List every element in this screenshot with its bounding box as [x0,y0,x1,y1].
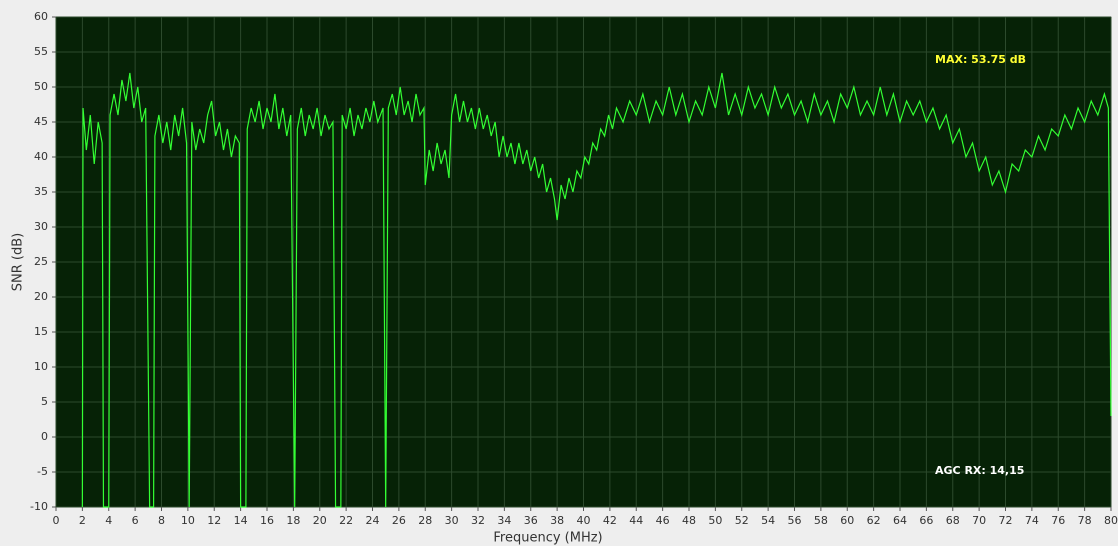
x-tick-label: 50 [708,514,722,527]
x-tick-label: 2 [79,514,86,527]
x-tick-label: 44 [629,514,643,527]
x-tick-label: 66 [919,514,933,527]
x-tick-label: 62 [867,514,881,527]
x-tick-label: 4 [105,514,112,527]
x-tick-label: 18 [286,514,300,527]
x-tick-label: 54 [761,514,775,527]
y-tick-label: 60 [34,10,48,23]
y-tick-label: 45 [34,115,48,128]
x-tick-label: 20 [313,514,327,527]
x-tick-label: 80 [1104,514,1118,527]
x-tick-label: 56 [788,514,802,527]
x-tick-label: 14 [234,514,248,527]
y-tick-label: 20 [34,290,48,303]
x-tick-label: 60 [840,514,854,527]
x-tick-label: 8 [158,514,165,527]
x-tick-label: 64 [893,514,907,527]
y-axis-label: SNR (dB) [11,233,26,291]
x-tick-label: 40 [577,514,591,527]
y-tick-label: -5 [37,465,48,478]
x-tick-label: 34 [497,514,511,527]
y-tick-label: 40 [34,150,48,163]
x-tick-label: 38 [550,514,564,527]
x-tick-label: 46 [656,514,670,527]
x-tick-label: 12 [207,514,221,527]
y-tick-label: 10 [34,360,48,373]
y-tick-label: 50 [34,80,48,93]
x-tick-label: 28 [418,514,432,527]
x-tick-label: 74 [1025,514,1039,527]
x-tick-label: 26 [392,514,406,527]
x-tick-label: 30 [445,514,459,527]
x-tick-label: 16 [260,514,274,527]
y-tick-label: 35 [34,185,48,198]
snr-line [81,72,1112,508]
x-tick-label: 42 [603,514,617,527]
y-tick-label: 25 [34,255,48,268]
x-tick-label: 68 [946,514,960,527]
y-tick-label: 0 [41,430,48,443]
x-tick-label: 78 [1078,514,1092,527]
x-axis-label: Frequency (MHz) [493,531,602,546]
x-tick-label: 24 [366,514,380,527]
x-tick-label: 32 [471,514,485,527]
x-tick-label: 52 [735,514,749,527]
x-tick-label: 72 [999,514,1013,527]
x-tick-label: 36 [524,514,538,527]
y-tick-label: 30 [34,220,48,233]
x-tick-label: 10 [181,514,195,527]
x-tick-label: 48 [682,514,696,527]
y-tick-label: 55 [34,45,48,58]
y-tick-label: 5 [41,395,48,408]
y-tick-label: 15 [34,325,48,338]
x-tick-label: 22 [339,514,353,527]
x-tick-label: 6 [132,514,139,527]
annotation: MAX: 53.75 dB [935,53,1026,66]
y-tick-label: -10 [30,500,48,513]
x-tick-label: 58 [814,514,828,527]
x-tick-label: 76 [1051,514,1065,527]
annotation: AGC RX: 14,15 [935,464,1024,477]
x-tick-label: 0 [53,514,60,527]
x-tick-label: 70 [972,514,986,527]
